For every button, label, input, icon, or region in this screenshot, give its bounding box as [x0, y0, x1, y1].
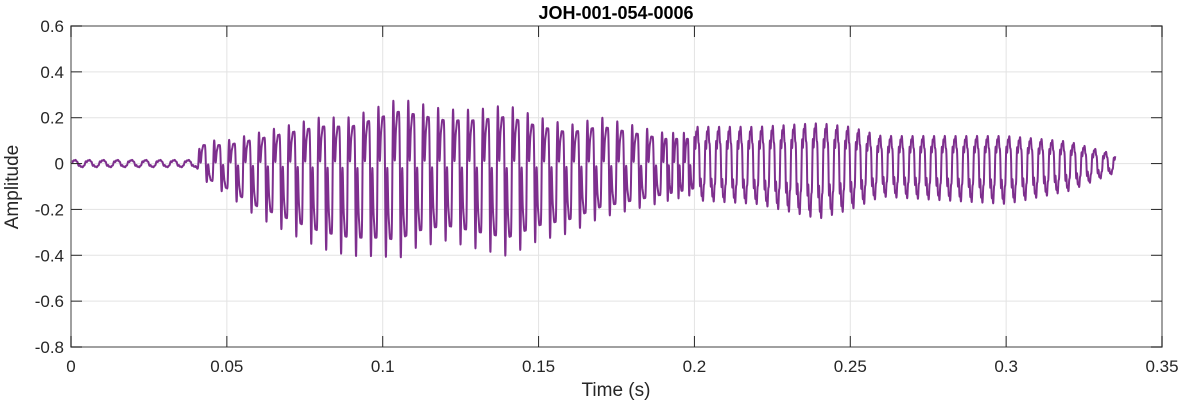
y-tick-label: 0.6: [40, 17, 64, 36]
x-tick-label: 0.05: [210, 357, 243, 376]
y-tick-label: -0.6: [35, 292, 64, 311]
y-tick-label: -0.2: [35, 200, 64, 219]
x-tick-label: 0.25: [834, 357, 867, 376]
y-tick-label: 0.2: [40, 109, 64, 128]
x-tick-label: 0: [66, 357, 75, 376]
waveform-series: [70, 99, 1117, 259]
x-tick-label: 0.15: [522, 357, 555, 376]
y-tick-label: 0: [55, 155, 64, 174]
y-axis: 0.6 0.4 0.2 0 -0.2 -0.4 -0.6 -0.8: [35, 17, 1162, 357]
chart-title: JOH-001-054-0006: [538, 3, 693, 23]
x-axis: 0 0.05 0.1 0.15 0.2 0.25 0.3 0.35: [66, 26, 1179, 376]
x-tick-label: 0.3: [994, 357, 1018, 376]
waveform-line: [70, 99, 1117, 259]
plot-frame: [70, 25, 1163, 348]
y-tick-label: -0.4: [35, 246, 64, 265]
y-tick-label: -0.8: [35, 338, 64, 357]
x-tick-label: 0.35: [1145, 357, 1178, 376]
x-axis-label: Time (s): [582, 380, 651, 401]
x-tick-label: 0.2: [683, 357, 707, 376]
x-tick-label: 0.1: [371, 357, 395, 376]
y-tick-label: 0.4: [40, 63, 64, 82]
y-axis-label: Amplitude: [2, 145, 23, 230]
grid-lines: [70, 25, 1163, 348]
